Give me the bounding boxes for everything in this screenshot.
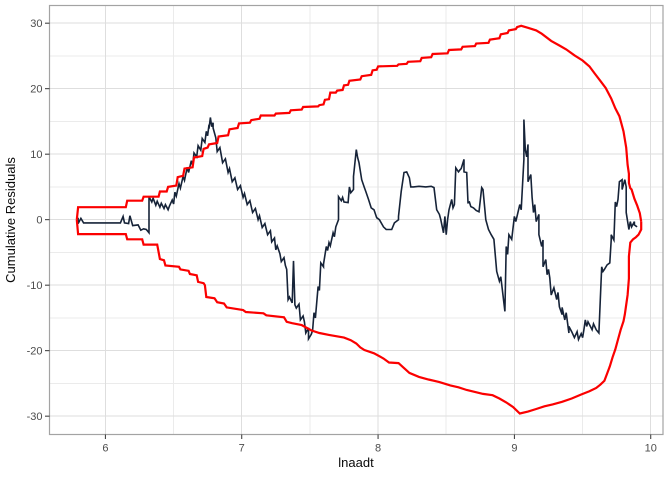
x-tick-label: 9 xyxy=(511,443,517,455)
y-axis-tick-labels: -30 -20 -10 0 10 20 30 xyxy=(27,18,43,423)
x-tick-label: 10 xyxy=(645,443,657,455)
cumulative-residuals-line xyxy=(77,117,638,343)
y-tick-label: 30 xyxy=(30,18,42,30)
y-tick-label: -20 xyxy=(27,346,43,358)
x-tick-label: 8 xyxy=(375,443,381,455)
y-tick-label: 10 xyxy=(30,149,42,161)
axis-tick-marks xyxy=(45,22,652,439)
x-tick-label: 6 xyxy=(102,443,108,455)
x-axis-tick-labels: 6 7 8 9 10 xyxy=(102,443,657,455)
y-tick-label: 0 xyxy=(36,215,42,227)
x-tick-label: 7 xyxy=(239,443,245,455)
lower-confidence-envelope-line xyxy=(75,219,643,415)
y-tick-label: 20 xyxy=(30,84,42,96)
y-tick-label: -30 xyxy=(27,411,43,423)
upper-confidence-envelope-line xyxy=(75,24,643,222)
y-tick-label: -10 xyxy=(27,280,43,292)
data-series xyxy=(75,24,643,415)
x-axis-title: lnaadt xyxy=(338,455,374,470)
y-axis-title: Cumulative Residuals xyxy=(3,157,18,283)
